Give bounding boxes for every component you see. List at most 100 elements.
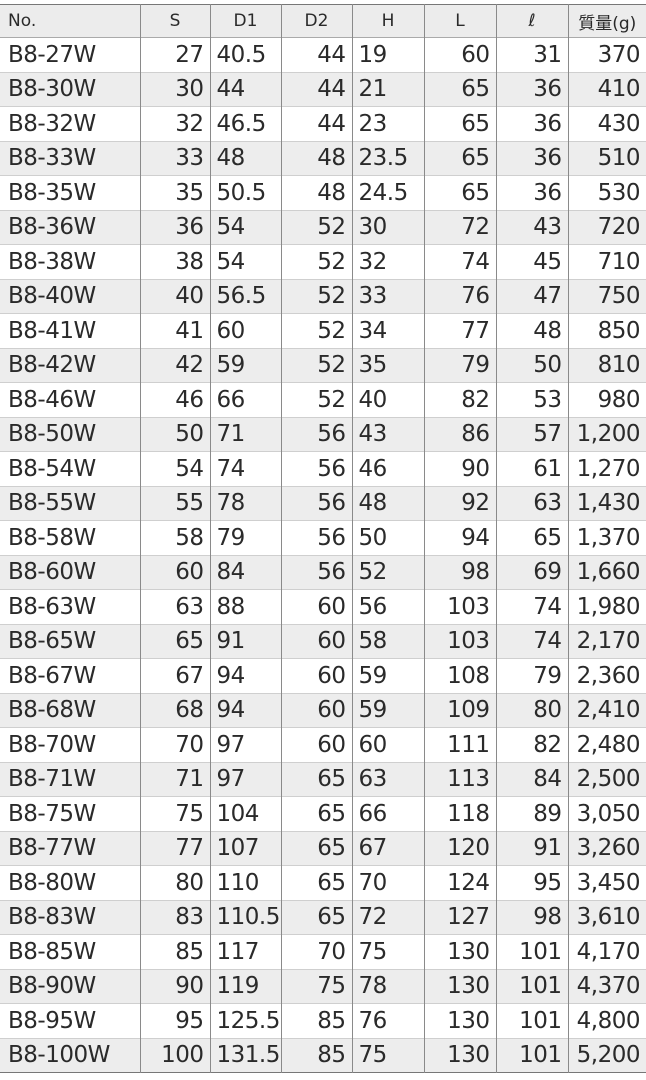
table-row: B8-75W 75 104 65 66 118 89 3,050 (0, 796, 646, 831)
cell-h: 75 (351, 934, 424, 969)
cell-l: 98 (423, 555, 496, 590)
cell-ell: 101 (495, 934, 568, 969)
cell-mass: 810 (567, 348, 646, 383)
cell-mass: 3,260 (567, 831, 646, 866)
cell-no: B8-100W (8, 1042, 110, 1069)
cell-s: 32 (139, 106, 210, 141)
cell-h: 50 (351, 520, 424, 555)
cell-d1: 60 (209, 313, 281, 348)
cell-h: 59 (351, 693, 424, 728)
cell-l: 124 (423, 865, 496, 900)
cell-ell: 79 (495, 658, 568, 693)
cell-d2: 44 (280, 37, 352, 72)
table-row: B8-67W 67 94 60 59 108 79 2,360 (0, 658, 646, 693)
cell-d2: 85 (280, 1003, 352, 1038)
cell-h: 46 (351, 451, 424, 486)
cell-d2: 60 (280, 589, 352, 624)
cell-l: 92 (423, 486, 496, 521)
cell-ell: 53 (495, 382, 568, 417)
cell-mass: 4,370 (567, 969, 646, 1004)
cell-s: 80 (139, 865, 210, 900)
cell-d1: 78 (209, 486, 281, 521)
cell-d1: 107 (209, 831, 281, 866)
cell-d1: 97 (209, 762, 281, 797)
cell-no: B8-95W (8, 1007, 96, 1034)
cell-d1: 71 (209, 417, 281, 452)
cell-no: B8-75W (8, 800, 96, 827)
cell-d1: 125.5 (209, 1003, 281, 1038)
cell-s: 77 (139, 831, 210, 866)
table-row: B8-85W 85 117 70 75 130 101 4,170 (0, 934, 646, 969)
header-s: S (139, 4, 210, 38)
cell-h: 63 (351, 762, 424, 797)
cell-mass: 3,610 (567, 900, 646, 935)
cell-s: 83 (139, 900, 210, 935)
table-row: B8-36W 36 54 52 30 72 43 720 (0, 210, 646, 245)
cell-h: 33 (351, 279, 424, 314)
cell-l: 65 (423, 72, 496, 107)
cell-d1: 59 (209, 348, 281, 383)
cell-mass: 850 (567, 313, 646, 348)
cell-d2: 52 (280, 279, 352, 314)
cell-no: B8-40W (8, 283, 96, 310)
cell-ell: 82 (495, 727, 568, 762)
cell-d1: 104 (209, 796, 281, 831)
cell-s: 50 (139, 417, 210, 452)
cell-d2: 48 (280, 141, 352, 176)
cell-l: 111 (423, 727, 496, 762)
cell-ell: 74 (495, 589, 568, 624)
cell-d1: 131.5 (209, 1038, 281, 1073)
cell-h: 60 (351, 727, 424, 762)
header-d2: D2 (280, 4, 352, 38)
table-row: B8-68W 68 94 60 59 109 80 2,410 (0, 693, 646, 728)
cell-s: 65 (139, 624, 210, 659)
cell-mass: 1,430 (567, 486, 646, 521)
cell-d2: 60 (280, 727, 352, 762)
cell-h: 32 (351, 244, 424, 279)
cell-d2: 56 (280, 486, 352, 521)
cell-ell: 91 (495, 831, 568, 866)
cell-s: 36 (139, 210, 210, 245)
cell-s: 46 (139, 382, 210, 417)
cell-l: 130 (423, 969, 496, 1004)
cell-no: B8-55W (8, 490, 96, 517)
cell-d2: 52 (280, 244, 352, 279)
cell-ell: 36 (495, 141, 568, 176)
cell-h: 70 (351, 865, 424, 900)
cell-h: 48 (351, 486, 424, 521)
table-row: B8-60W 60 84 56 52 98 69 1,660 (0, 555, 646, 590)
cell-l: 130 (423, 1038, 496, 1073)
cell-ell: 89 (495, 796, 568, 831)
cell-l: 72 (423, 210, 496, 245)
cell-no: B8-42W (8, 352, 96, 379)
cell-mass: 510 (567, 141, 646, 176)
cell-l: 76 (423, 279, 496, 314)
cell-l: 130 (423, 1003, 496, 1038)
cell-no: B8-77W (8, 835, 96, 862)
cell-d2: 60 (280, 693, 352, 728)
cell-h: 75 (351, 1038, 424, 1073)
table-row: B8-90W 90 119 75 78 130 101 4,370 (0, 969, 646, 1004)
cell-mass: 1,370 (567, 520, 646, 555)
cell-ell: 57 (495, 417, 568, 452)
cell-d1: 79 (209, 520, 281, 555)
cell-d1: 50.5 (209, 175, 281, 210)
cell-d2: 52 (280, 313, 352, 348)
cell-h: 78 (351, 969, 424, 1004)
header-no: No. (8, 11, 37, 31)
cell-no: B8-54W (8, 455, 96, 482)
cell-d2: 44 (280, 72, 352, 107)
cell-l: 118 (423, 796, 496, 831)
cell-ell: 45 (495, 244, 568, 279)
cell-d1: 110.5 (209, 900, 281, 935)
table-row: B8-100W 100 131.5 85 75 130 101 5,200 (0, 1038, 646, 1073)
cell-l: 86 (423, 417, 496, 452)
cell-mass: 430 (567, 106, 646, 141)
cell-l: 74 (423, 244, 496, 279)
cell-l: 77 (423, 313, 496, 348)
cell-no: B8-58W (8, 524, 96, 551)
cell-d1: 91 (209, 624, 281, 659)
cell-s: 30 (139, 72, 210, 107)
cell-mass: 1,660 (567, 555, 646, 590)
